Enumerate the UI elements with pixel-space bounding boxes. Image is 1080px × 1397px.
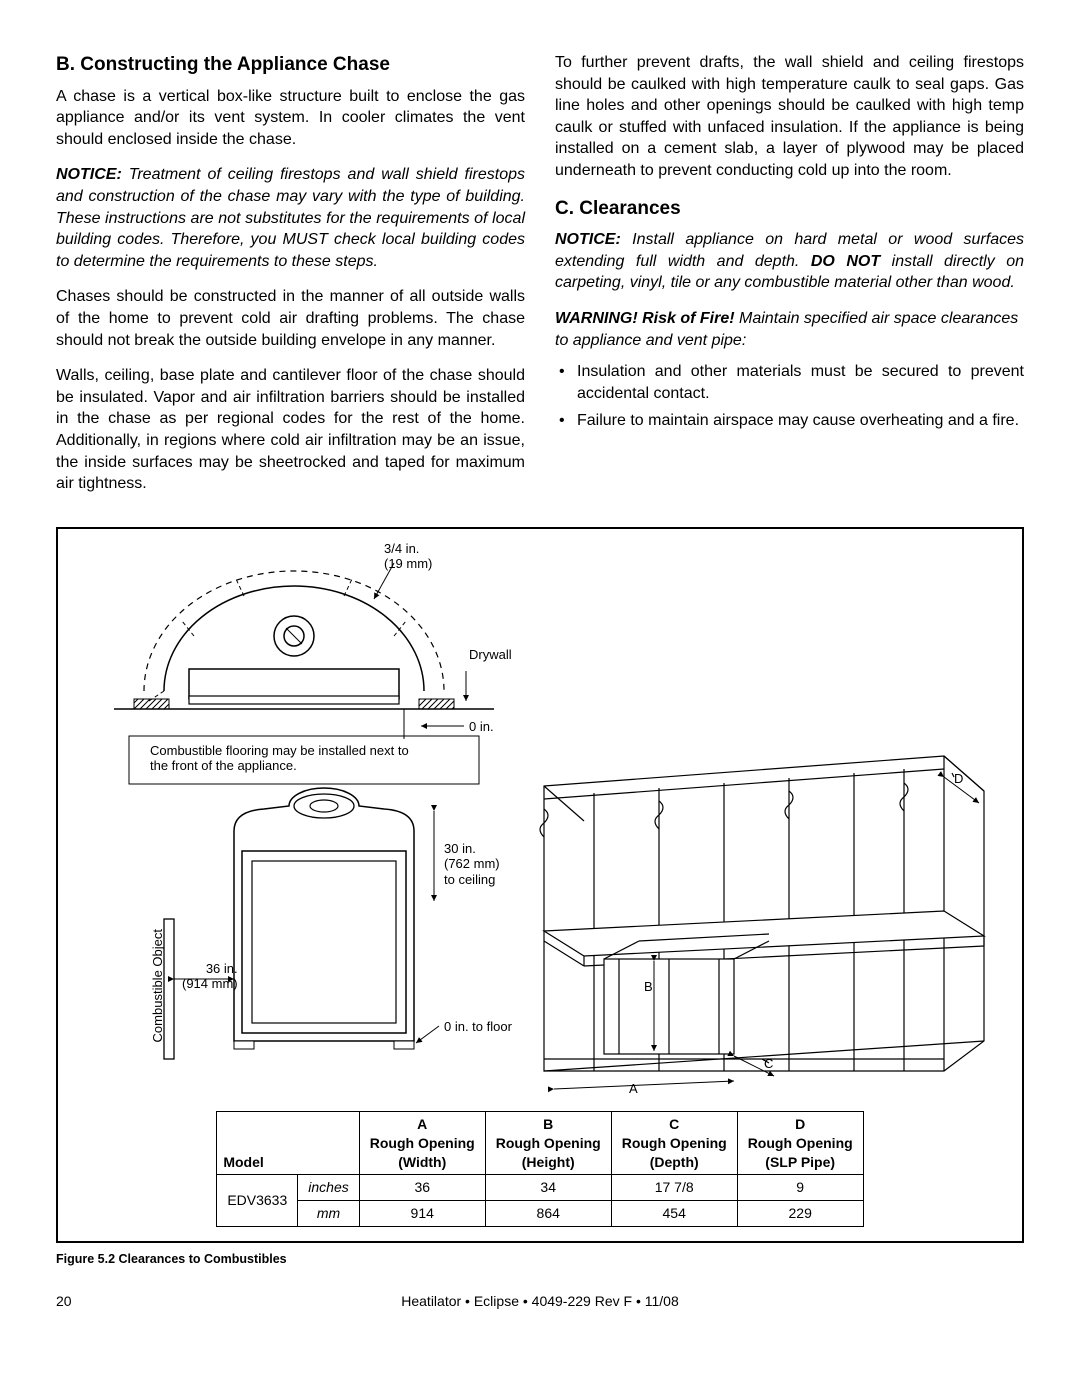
label-side-dim: 36 in. (914 mm) [182,961,238,992]
clearance-table: Model A Rough Opening (Width) B Rough Op… [216,1111,863,1227]
th-D-letter: D [795,1116,805,1132]
section-b-notice: NOTICE: Treatment of ceiling firestops a… [56,164,525,272]
section-b-p3: Walls, ceiling, base plate and cantileve… [56,365,525,495]
framing-view [540,756,984,1089]
top-dim-mm: (19 mm) [384,556,432,571]
td-model: EDV3633 [217,1175,298,1227]
section-b-p2: Chases should be constructed in the mann… [56,286,525,351]
section-b-heading: B. Constructing the Appliance Chase [56,52,525,78]
th-D: D Rough Opening (SLP Pipe) [737,1111,863,1175]
th-B: B Rough Opening (Height) [485,1111,611,1175]
th-C-l2: Rough Opening [622,1135,727,1151]
notice-c-prefix: NOTICE: [555,231,621,248]
th-B-l2: Rough Opening [496,1135,601,1151]
notice-prefix: NOTICE: [56,166,122,183]
th-model: Model [217,1111,359,1175]
th-C-letter: C [669,1116,679,1132]
td-C-mm: 454 [611,1201,737,1227]
label-B: B [644,979,653,995]
td-C-in: 17 7/8 [611,1175,737,1201]
side-mm: (914 mm) [182,976,238,991]
table-row: mm 914 864 454 229 [217,1201,863,1227]
section-c-notice: NOTICE: Install appliance on hard metal … [555,229,1024,294]
td-B-mm: 864 [485,1201,611,1227]
label-C: C [764,1056,773,1072]
figure-box: 3/4 in. (19 mm) Drywall 0 in. Combustibl… [56,527,1024,1243]
td-B-in: 34 [485,1175,611,1201]
th-B-letter: B [543,1116,553,1132]
th-B-l3: (Height) [522,1154,575,1170]
footer-spacer [964,1292,1024,1311]
label-floor-note: Combustible flooring may be installed ne… [150,743,430,774]
th-C-l3: (Depth) [650,1154,699,1170]
page-footer: 20 Heatilator • Eclipse • 4049-229 Rev F… [56,1292,1024,1311]
ceiling-txt: to ceiling [444,872,495,887]
section-c-heading: C. Clearances [555,196,1024,222]
section-b-p1: A chase is a vertical box-like structure… [56,86,525,151]
label-drywall: Drywall [469,647,512,663]
clearance-diagram-svg [74,541,1004,1101]
section-b-right-p1: To further prevent drafts, the wall shie… [555,52,1024,182]
td-A-mm: 914 [359,1201,485,1227]
th-D-l2: Rough Opening [748,1135,853,1151]
warning-prefix: WARNING! Risk of Fire! [555,310,735,327]
label-ceiling: 30 in. (762 mm) to ceiling [444,841,500,888]
td-unit-in: inches [298,1175,359,1201]
th-A-letter: A [417,1116,427,1132]
diagram-area: 3/4 in. (19 mm) Drywall 0 in. Combustibl… [74,541,1006,1101]
section-c-warning: WARNING! Risk of Fire! Maintain specifie… [555,308,1024,351]
td-unit-mm: mm [298,1201,359,1227]
ceiling-in: 30 in. [444,841,476,856]
label-D: D [954,771,963,787]
ceiling-mm: (762 mm) [444,856,500,871]
bullet-1: Insulation and other materials must be s… [555,361,1024,404]
front-view [164,788,439,1059]
top-dim-in: 3/4 in. [384,541,419,556]
label-top-dim: 3/4 in. (19 mm) [384,541,432,572]
table-row: EDV3633 inches 36 34 17 7/8 9 [217,1175,863,1201]
label-A: A [629,1081,638,1097]
th-D-l3: (SLP Pipe) [765,1154,835,1170]
notice-c-donot: DO NOT [811,253,880,270]
footer-text: Heatilator • Eclipse • 4049-229 Rev F • … [116,1292,964,1311]
td-A-in: 36 [359,1175,485,1201]
page-number: 20 [56,1292,116,1311]
th-C: C Rough Opening (Depth) [611,1111,737,1175]
th-A: A Rough Opening (Width) [359,1111,485,1175]
td-D-mm: 229 [737,1201,863,1227]
notice-body: Treatment of ceiling firestops and wall … [56,166,525,269]
figure-caption: Figure 5.2 Clearances to Combustibles [56,1251,1024,1268]
td-D-in: 9 [737,1175,863,1201]
th-A-l2: Rough Opening [370,1135,475,1151]
label-zero-in: 0 in. [469,719,494,735]
label-zero-floor: 0 in. to floor [444,1019,512,1035]
side-in: 36 in. [206,961,238,976]
label-combustible-object: Combustible Object [150,929,166,1042]
clearance-bullets: Insulation and other materials must be s… [555,361,1024,432]
th-A-l3: (Width) [398,1154,446,1170]
bullet-2: Failure to maintain airspace may cause o… [555,410,1024,432]
